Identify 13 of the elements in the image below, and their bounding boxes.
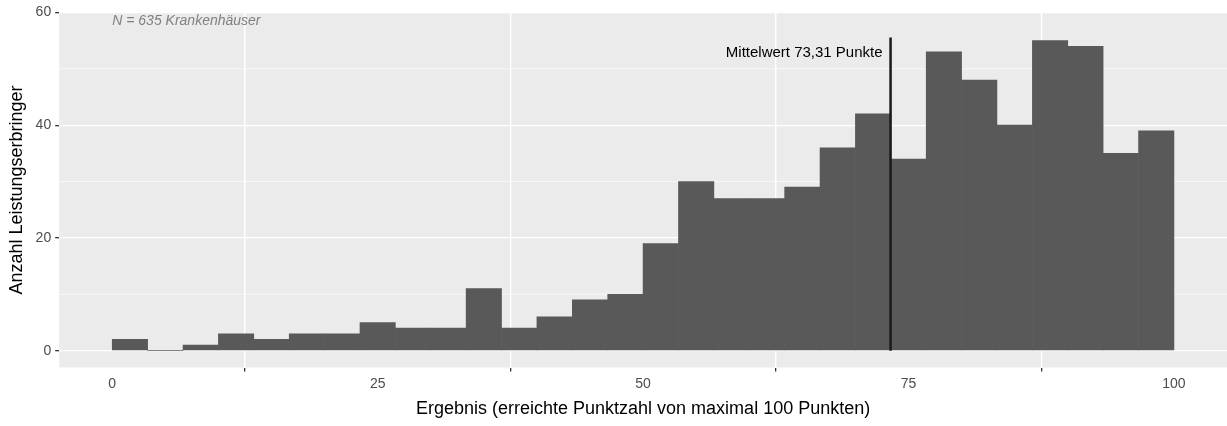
- y-tick-label: 20: [35, 228, 52, 245]
- x-tick-label: 100: [1162, 374, 1186, 391]
- y-tick-label: 40: [35, 116, 52, 133]
- y-tick-label: 0: [43, 341, 52, 358]
- x-tick-label: 75: [900, 374, 917, 391]
- x-tick-label: 50: [635, 374, 652, 391]
- x-axis-title: Ergebnis (erreichte Punktzahl von maximal 100 Punkten): [415, 398, 871, 419]
- x-tick-label: 25: [369, 374, 386, 391]
- y-tick-label: 60: [35, 3, 52, 20]
- y-axis-title: Anzahl Leistungserbringer: [5, 85, 26, 295]
- x-tick-label: 0: [108, 374, 117, 391]
- annotation: N = 635 Krankenhäuser: [112, 12, 262, 29]
- ref-line-label: Mittelwert 73,31 Punkte: [725, 42, 883, 60]
